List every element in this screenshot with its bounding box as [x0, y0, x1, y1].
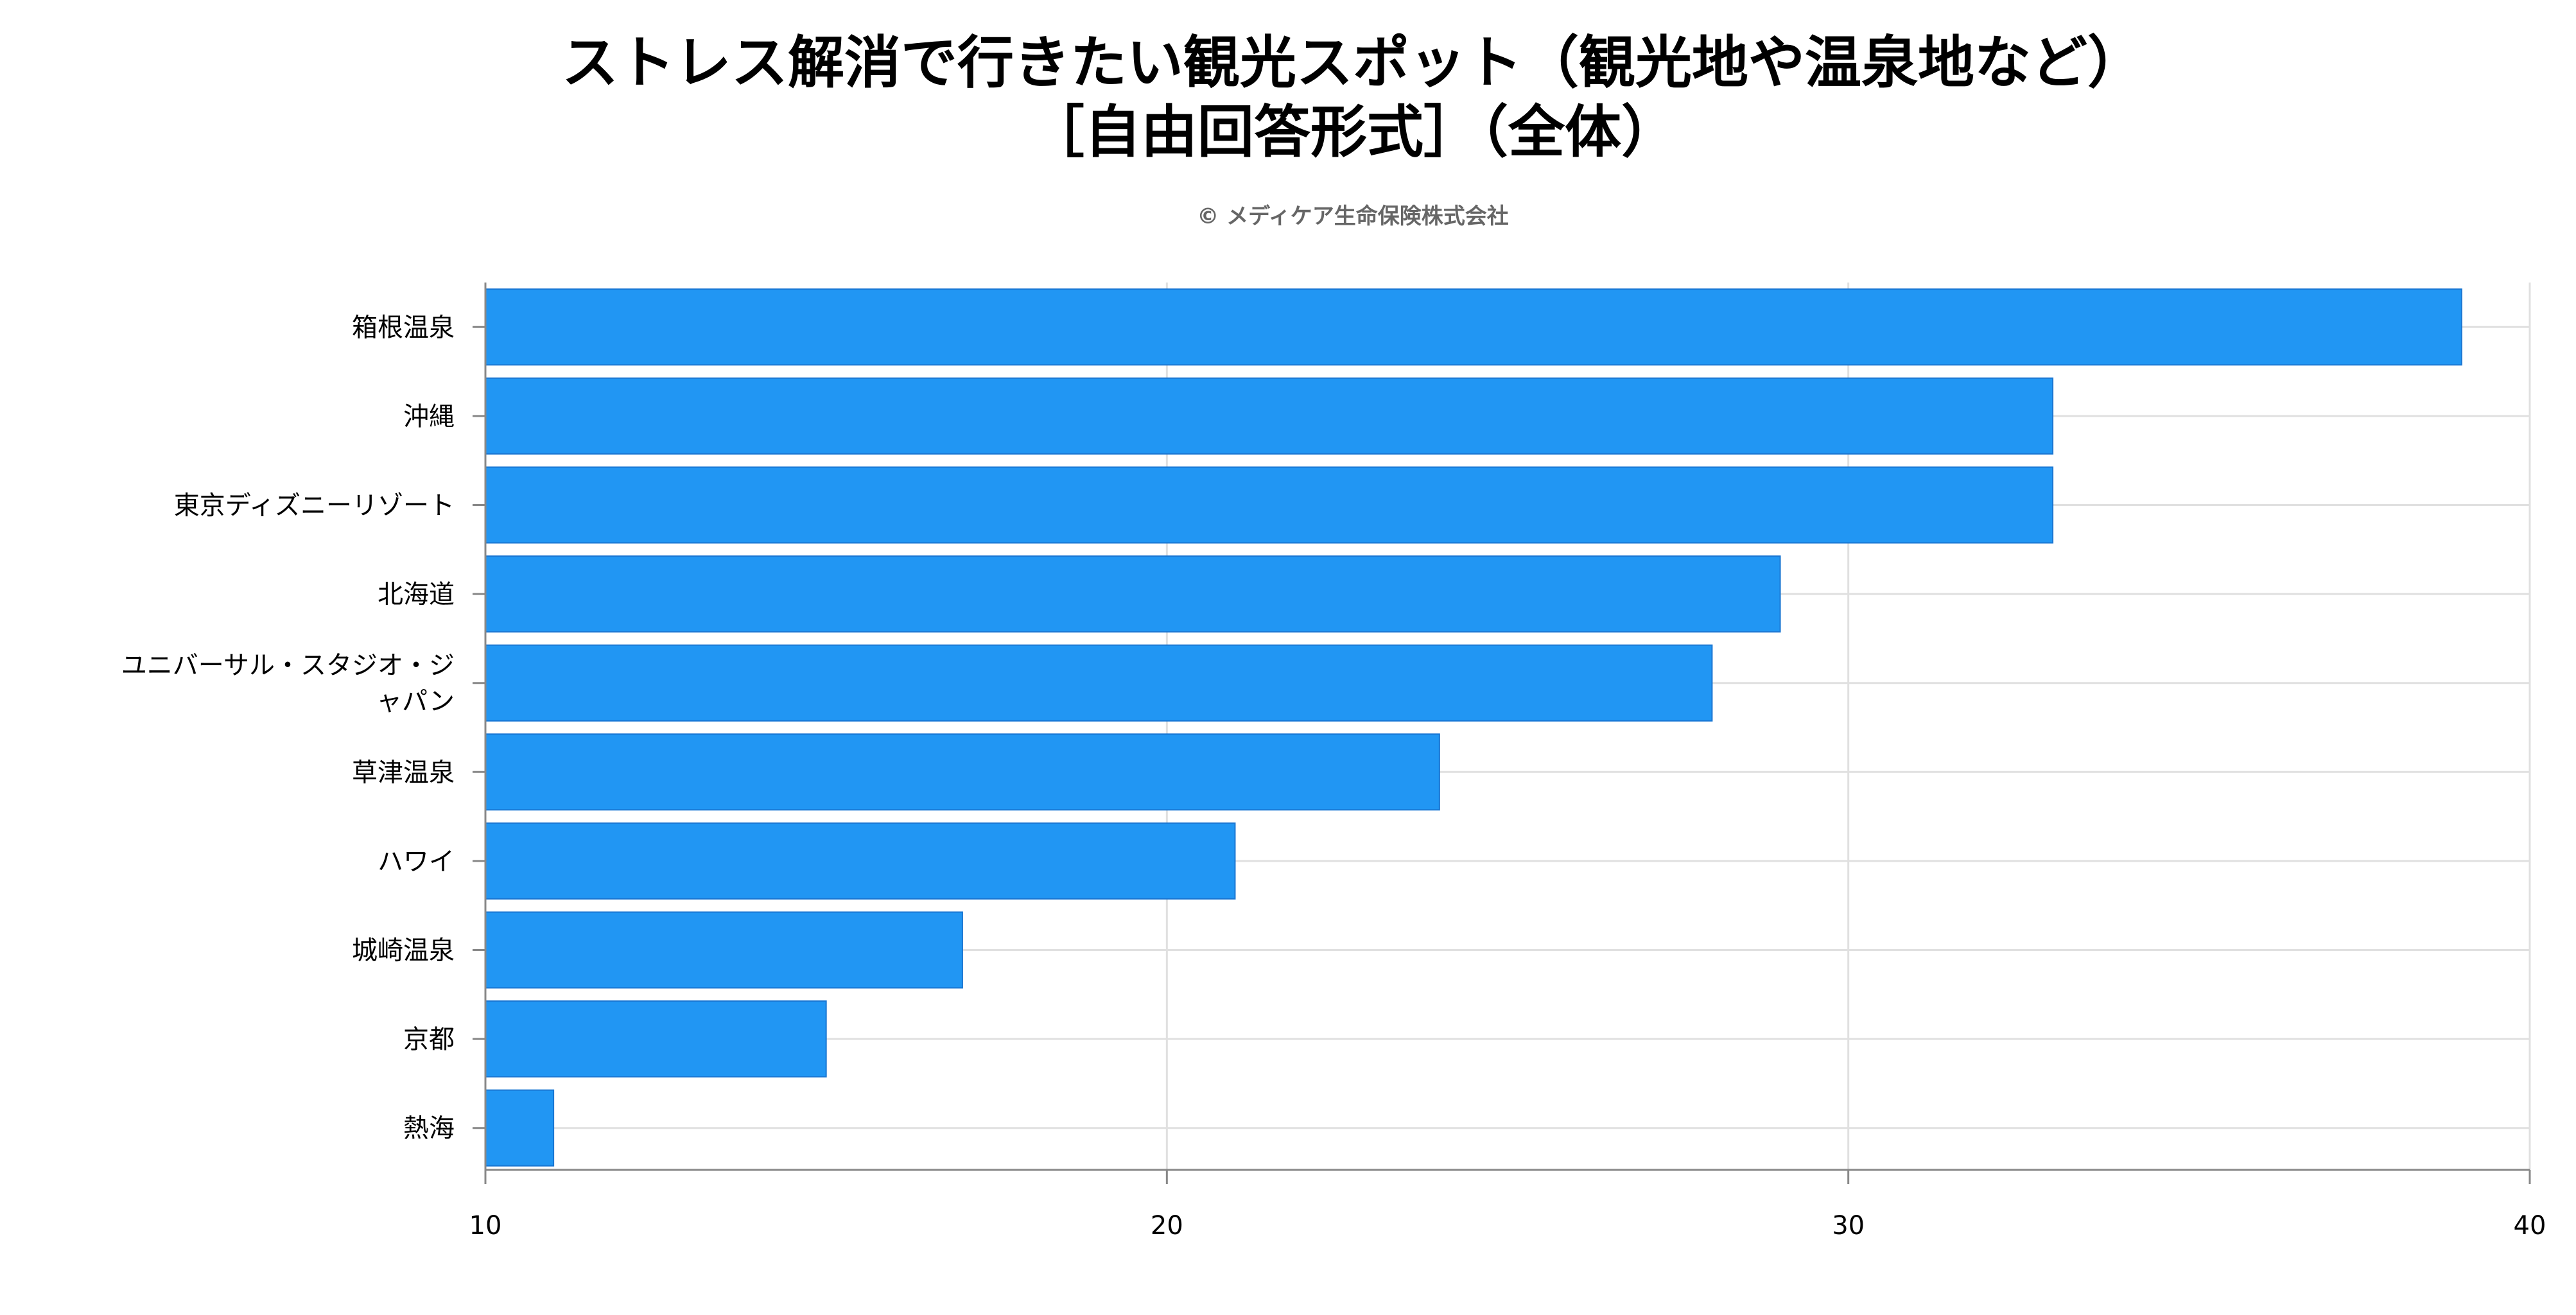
- y-tick-label: 草津温泉: [352, 758, 455, 787]
- y-tick-label: 沖縄: [403, 402, 455, 431]
- chart-credit: © メディケア生命保険株式会社: [1197, 204, 1508, 229]
- chart-title-line-2: ［自由回答形式］（全体）: [1028, 99, 1678, 165]
- axes: [473, 283, 2531, 1184]
- bar: [485, 288, 2462, 366]
- bar: [485, 822, 1236, 900]
- x-tick-label: 10: [469, 1211, 502, 1241]
- bar: [485, 1089, 555, 1167]
- x-tick-labels: 10 20 30 40: [469, 1211, 2546, 1241]
- y-tick-label: 箱根温泉: [352, 313, 455, 342]
- bar: [485, 733, 1440, 811]
- bar: [485, 466, 2054, 544]
- y-tick-label: 東京ディズニーリゾート: [174, 491, 455, 521]
- bar: [485, 911, 963, 989]
- chart-title-line-1: ストレス解消で行きたい観光スポット（観光地や温泉地など）: [562, 30, 2144, 96]
- bars: [485, 288, 2462, 1167]
- bar: [485, 377, 2054, 455]
- bar: [485, 1000, 827, 1078]
- y-tick-label: 城崎温泉: [352, 936, 455, 966]
- bar: [485, 644, 1713, 722]
- y-tick-labels: 箱根温泉沖縄東京ディズニーリゾート北海道ユニバーサル・スタジオ・ジャパン草津温泉…: [121, 313, 455, 1143]
- bar: [485, 555, 1781, 633]
- y-tick-label: ャパン: [376, 687, 455, 717]
- y-tick-label: 北海道: [378, 580, 455, 609]
- y-tick-label: 熱海: [403, 1114, 455, 1144]
- y-tick-label: ユニバーサル・スタジオ・ジ: [121, 651, 455, 681]
- y-tick-label: ハワイ: [378, 847, 455, 876]
- y-tick-label: 京都: [403, 1025, 455, 1054]
- x-tick-label: 20: [1151, 1211, 1183, 1241]
- chart-title: ストレス解消で行きたい観光スポット（観光地や温泉地など）［自由回答形式］（全体）: [562, 30, 2144, 165]
- x-tick-label: 40: [2514, 1211, 2546, 1241]
- x-tick-label: 30: [1832, 1211, 1865, 1241]
